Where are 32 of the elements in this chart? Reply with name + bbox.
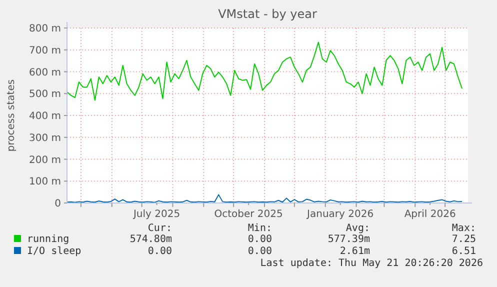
x-tick-label: October 2025 <box>214 209 283 220</box>
y-tick-label: 100 m <box>28 176 61 188</box>
text: 574.80m <box>130 234 172 245</box>
legend-label: running <box>27 234 70 245</box>
y-tick-label: 200 m <box>28 154 61 166</box>
text: Avg: <box>346 223 370 234</box>
y-tick-label: 700 m <box>28 45 61 56</box>
text: 6.51 <box>452 246 476 257</box>
x-tick-label: April 2026 <box>404 209 456 220</box>
x-tick-label: July 2025 <box>132 209 180 220</box>
legend-label: I/O sleep <box>27 246 82 257</box>
text: Cur: <box>148 223 172 234</box>
y-tick-label: 600 m <box>28 67 61 78</box>
text: 7.25 <box>452 234 476 245</box>
y-axis-title: process states <box>6 79 17 152</box>
y-tick-label: 300 m <box>28 132 61 144</box>
text: 0.00 <box>248 246 272 257</box>
chart-title: VMstat - by year <box>218 7 317 21</box>
text: 0.00 <box>148 246 172 257</box>
line-series <box>66 194 463 203</box>
text: Max: <box>452 223 476 234</box>
y-tick-label: 800 m <box>28 24 61 34</box>
text: Last update: Thu May 21 20:26:20 2026 <box>260 258 483 269</box>
y-tick-label: 0 <box>54 198 61 210</box>
text: 0.00 <box>248 234 272 245</box>
y-tick-label: 500 m <box>28 89 61 100</box>
x-tick-label: January 2026 <box>306 209 374 220</box>
line-series <box>66 42 463 101</box>
text: 577.39m <box>328 234 370 245</box>
text: Min: <box>248 223 272 234</box>
text: 2.61m <box>340 246 370 257</box>
y-tick-label: 400 m <box>28 111 61 122</box>
